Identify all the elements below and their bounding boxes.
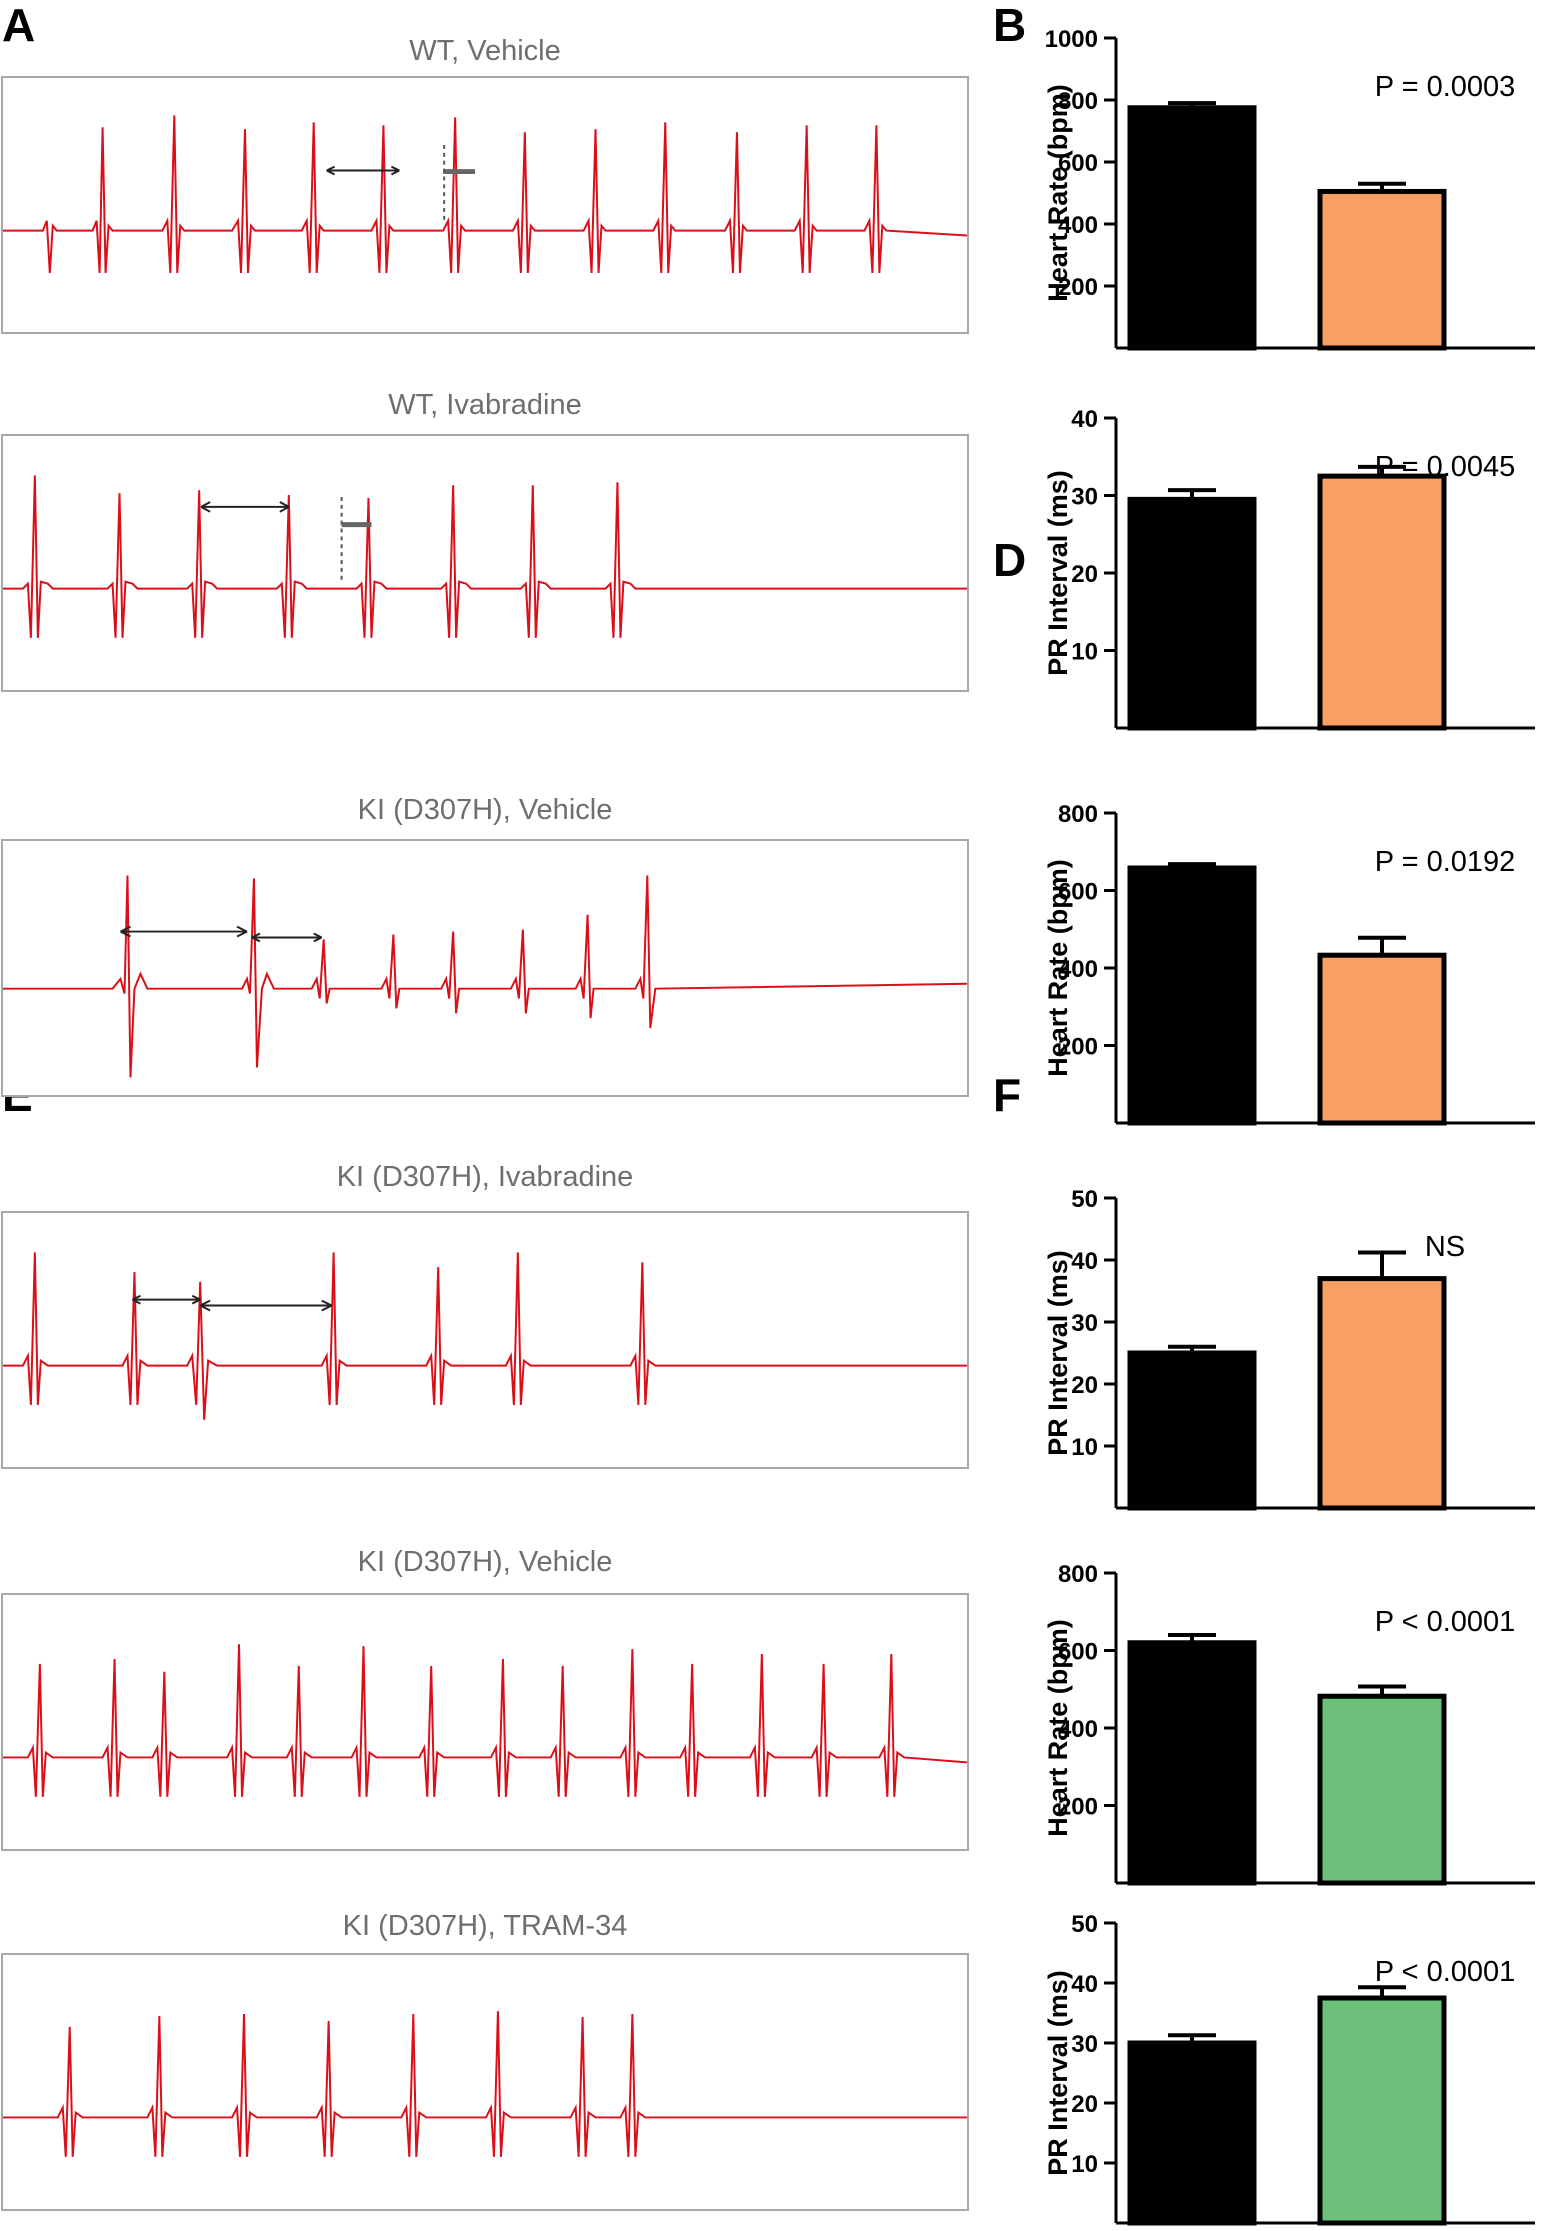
chart-svg: 10 20 30 40 PR Interval (ms) P = 0.0045 — [1043, 406, 1535, 731]
y-tick-label: 50 — [1071, 1186, 1098, 1213]
y-tick-label: 200 — [1058, 1034, 1098, 1061]
ecg-trace — [3, 115, 967, 273]
y-tick-label: 30 — [1071, 2031, 1098, 2058]
panel-letter-a: A — [2, 0, 36, 51]
y-axis-label: PR Interval (ms) — [1043, 1970, 1073, 2176]
y-tick-label: 400 — [1058, 212, 1098, 239]
y-axis-label: Heart Rate (bpm) — [1043, 859, 1073, 1077]
y-tick-label: 800 — [1058, 801, 1098, 828]
y-tick-label: 30 — [1071, 484, 1098, 511]
y-tick-label: 600 — [1058, 1639, 1098, 1666]
trace-title: KI (D307H), Ivabradine — [336, 1161, 634, 1193]
interval-arrow-rr — [326, 165, 400, 176]
significance-label: NS — [1425, 1231, 1465, 1263]
bar-vehicle — [1127, 2040, 1257, 2226]
significance-label: P = 0.0192 — [1375, 846, 1516, 878]
bar-chart-heart-rate: 200 400 600 800 Heart Rate (bpm) P < 0.0001 — [1030, 1555, 1542, 1895]
trace-title: KI (D307H), Vehicle — [357, 1546, 613, 1578]
interval-arrow-rr — [199, 1299, 333, 1312]
bar-vehicle — [1127, 865, 1257, 1126]
y-tick-label: 20 — [1071, 2091, 1098, 2118]
bar-ivabradine — [1317, 473, 1447, 731]
y-tick-label: 20 — [1071, 561, 1098, 588]
ecg-waveform — [3, 475, 967, 638]
ecg-trace-box — [1, 1211, 969, 1469]
y-tick-label: 800 — [1058, 1561, 1098, 1588]
chart-svg: 200 400 600 800 Heart Rate (bpm) P < 0.0001 — [1043, 1561, 1535, 1886]
bar-ivabradine — [1317, 188, 1447, 351]
ecg-waveform — [3, 115, 967, 273]
trace-title: WT, Vehicle — [409, 35, 561, 67]
interval-arrow-rr — [132, 1294, 201, 1305]
chart-svg: 200 400 600 800 Heart Rate (bpm) P = 0.0192 — [1043, 801, 1535, 1126]
trace-title: KI (D307H), TRAM-34 — [342, 1910, 628, 1942]
ecg-trace — [3, 1252, 967, 1420]
ecg-trace — [3, 2011, 967, 2157]
y-axis-label: Heart Rate (bpm) — [1043, 1619, 1073, 1837]
y-tick-label: 20 — [1071, 1372, 1098, 1399]
y-tick-label: 10 — [1071, 2151, 1098, 2178]
chart-svg: 200 400 600 800 1000 Heart Rate (bpm) P = 0.00… — [1043, 26, 1535, 351]
y-tick-label: 10 — [1071, 1434, 1098, 1461]
bar-tram-34 — [1317, 1693, 1447, 1886]
y-tick-label: 600 — [1058, 150, 1098, 177]
interval-arrow-rr — [120, 925, 248, 938]
y-tick-label: 800 — [1058, 88, 1098, 115]
trace-title: KI (D307H), Vehicle — [357, 794, 613, 826]
significance-label: P < 0.0001 — [1375, 1956, 1516, 1988]
y-tick-label: 200 — [1058, 274, 1098, 301]
trace-title: WT, Ivabradine — [388, 389, 582, 421]
chart-svg: 10 20 30 40 50 PR Interval (ms) P < 0.0001 — [1043, 1911, 1535, 2226]
ecg-trace — [3, 475, 967, 638]
bar-chart-pr-interval: 10 20 30 40 PR Interval (ms) P = 0.0045 — [1030, 400, 1542, 740]
ecg-waveform — [3, 1644, 967, 1797]
y-tick-label: 40 — [1071, 1971, 1098, 1998]
bar-tram-34 — [1317, 1995, 1447, 2226]
y-tick-label: 40 — [1071, 1248, 1098, 1275]
y-tick-label: 600 — [1058, 879, 1098, 906]
bar-ivabradine — [1317, 1276, 1447, 1511]
bar-vehicle — [1127, 1640, 1257, 1886]
bar-chart-pr-interval: 10 20 30 40 50 PR Interval (ms) NS — [1030, 1180, 1542, 1520]
bar-vehicle — [1127, 496, 1257, 731]
bar-chart-heart-rate: 200 400 600 800 Heart Rate (bpm) P = 0.0192 — [1030, 795, 1542, 1135]
interval-arrow-rr — [251, 932, 323, 943]
panel-letter-b: B — [993, 0, 1027, 51]
ecg-trace-box — [1, 1593, 969, 1851]
ecg-trace-box — [1, 76, 969, 334]
y-tick-label: 1000 — [1045, 26, 1098, 53]
interval-arrow-rr — [200, 501, 290, 513]
bar-vehicle — [1127, 105, 1257, 351]
bar-vehicle — [1127, 1350, 1257, 1511]
y-axis-label: PR Interval (ms) — [1043, 470, 1073, 676]
y-tick-label: 400 — [1058, 956, 1098, 983]
y-tick-label: 40 — [1071, 406, 1098, 433]
ecg-trace — [3, 1644, 967, 1797]
significance-label: P = 0.0045 — [1375, 451, 1516, 483]
ecg-trace-box — [1, 1953, 969, 2211]
bar-chart-heart-rate: 200 400 600 800 1000 Heart Rate (bpm) P = 0.00… — [1030, 20, 1542, 360]
panel-letter-f: F — [993, 1069, 1022, 1121]
y-tick-label: 200 — [1058, 1794, 1098, 1821]
y-tick-label: 30 — [1071, 1310, 1098, 1337]
chart-svg: 10 20 30 40 50 PR Interval (ms) NS — [1043, 1186, 1535, 1511]
y-tick-label: 10 — [1071, 639, 1098, 666]
ecg-trace-box — [1, 839, 969, 1097]
ecg-waveform — [3, 875, 967, 1078]
ecg-waveform — [3, 1252, 967, 1420]
y-axis-label: PR Interval (ms) — [1043, 1250, 1073, 1456]
bar-ivabradine — [1317, 952, 1447, 1126]
bar-chart-pr-interval: 10 20 30 40 50 PR Interval (ms) P < 0.0001 — [1030, 1905, 1542, 2231]
y-axis-label: Heart Rate (bpm) — [1043, 84, 1073, 302]
y-tick-label: 50 — [1071, 1911, 1098, 1938]
ecg-trace-box — [1, 434, 969, 692]
y-tick-label: 400 — [1058, 1716, 1098, 1743]
significance-label: P < 0.0001 — [1375, 1606, 1516, 1638]
panel-letter-d: D — [993, 534, 1027, 586]
ecg-waveform — [3, 2011, 967, 2157]
ecg-trace — [3, 875, 967, 1078]
significance-label: P = 0.0003 — [1375, 71, 1516, 103]
